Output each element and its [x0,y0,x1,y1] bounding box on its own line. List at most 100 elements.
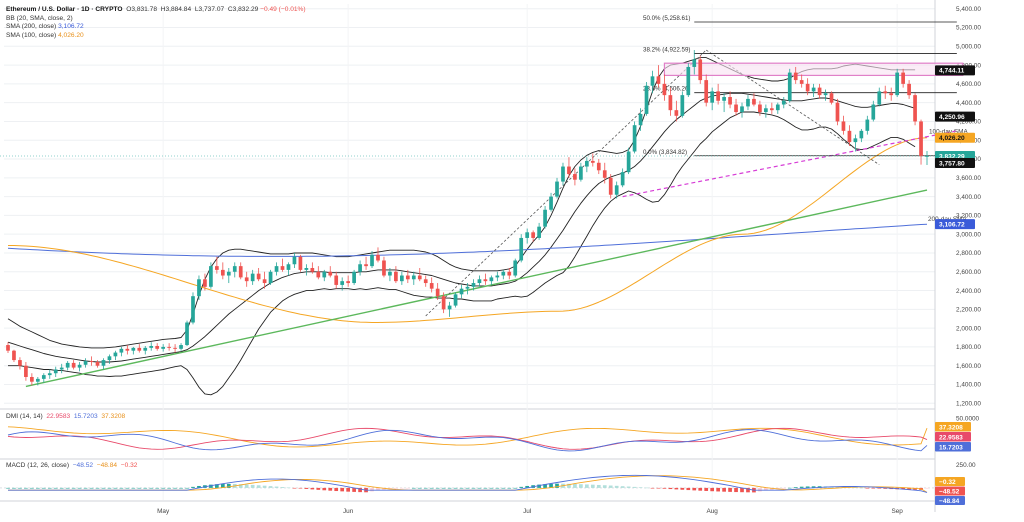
candle [59,363,64,374]
candle-body [793,72,798,81]
histogram-bar [883,487,888,489]
price-tick-label: 4,400.00 [956,100,981,107]
candle [95,360,100,368]
histogram-bar [429,487,434,489]
dmi-legend: DMI (14, 14) 22.9583 15.7203 37.3208 [6,413,125,422]
candle [501,269,506,280]
candle-body [841,121,846,131]
candle [626,147,631,175]
histogram-bar [262,485,267,488]
histogram-bar [125,487,130,489]
candle [12,349,16,362]
histogram-bar [113,487,118,489]
candle [632,121,637,154]
candle-body [149,345,154,348]
candle [477,275,482,287]
candle-body [883,91,888,94]
candle-body [47,373,52,376]
candle [209,262,213,289]
histogram-bar [728,487,732,492]
candle [405,269,410,284]
candle-body [35,378,40,382]
candle [722,93,726,113]
candle-body [161,346,166,349]
candle [388,268,392,282]
histogram-bar [161,487,166,489]
candle [513,258,518,278]
candle-body [728,97,732,105]
macd-line [8,474,928,493]
histogram-bar [907,487,911,490]
candle [769,102,774,114]
candle [925,151,929,165]
dmi-tag-label: 15.7203 [939,444,963,451]
histogram-bar [614,485,619,488]
candle-body [835,102,840,122]
candle [746,95,750,111]
histogram-bar [758,487,762,492]
candle [447,301,452,317]
candle [728,91,732,109]
macd-tag-label: −48.52 [939,489,960,496]
candle-body [65,362,70,368]
dmi-value-tag: 15.7203 [935,442,971,452]
histogram-bar [24,487,28,489]
candle [411,271,416,285]
green-support-trendline [25,189,928,388]
candle [220,262,225,280]
candle-body [358,264,362,272]
candle-body [328,271,333,276]
candle [322,269,327,282]
price-tag-bg [935,65,975,76]
fib-level-price: (5,258.61) [662,15,690,22]
candle [382,256,386,278]
histogram-bar [119,487,124,489]
symbol-title: Ethereum / U.S. Dollar · 1D · CRYPTO [6,6,123,13]
histogram-bar [525,485,530,488]
candle [250,269,255,285]
candle-body [447,305,452,310]
candle [417,268,422,282]
candle [883,85,888,99]
candle-body [781,100,786,105]
fib-level-label: 0.0% (3,834.82) [643,149,687,156]
candle-body [244,277,249,282]
candle-body [304,268,309,270]
histogram-bar [185,487,189,489]
candle [716,83,720,105]
candle [787,68,792,103]
histogram-bar [435,487,440,489]
histogram-bar [626,486,631,488]
candle [155,343,160,351]
candle [847,125,852,146]
ohlc-open: O3,831.78 [126,6,158,13]
histogram-bar [149,487,154,489]
candle [429,277,434,293]
candle-body [262,279,267,284]
fib-level-price: (4,922.59) [662,47,690,54]
histogram-bar [77,487,82,489]
candle-body [823,93,828,96]
price-tag-bg [935,111,975,122]
price-tick-label: 2,800.00 [956,250,981,257]
candle-body [752,98,756,105]
price-tag-bg [935,219,975,230]
histogram-bar [191,486,195,488]
candle-body [608,177,613,195]
candle-body [764,108,768,113]
histogram-bar [441,487,446,489]
candle [364,256,368,270]
candle [173,344,177,353]
candle [358,260,362,276]
candle-body [483,279,488,282]
month-label: Sep [891,508,903,515]
candle-body [895,72,900,96]
candle [764,104,768,118]
candle-body [543,209,547,227]
candle-body [459,288,464,295]
candle-body [507,271,512,276]
candle-body [805,83,810,92]
candle [913,93,917,126]
candle-body [388,271,392,276]
candle [280,258,285,272]
